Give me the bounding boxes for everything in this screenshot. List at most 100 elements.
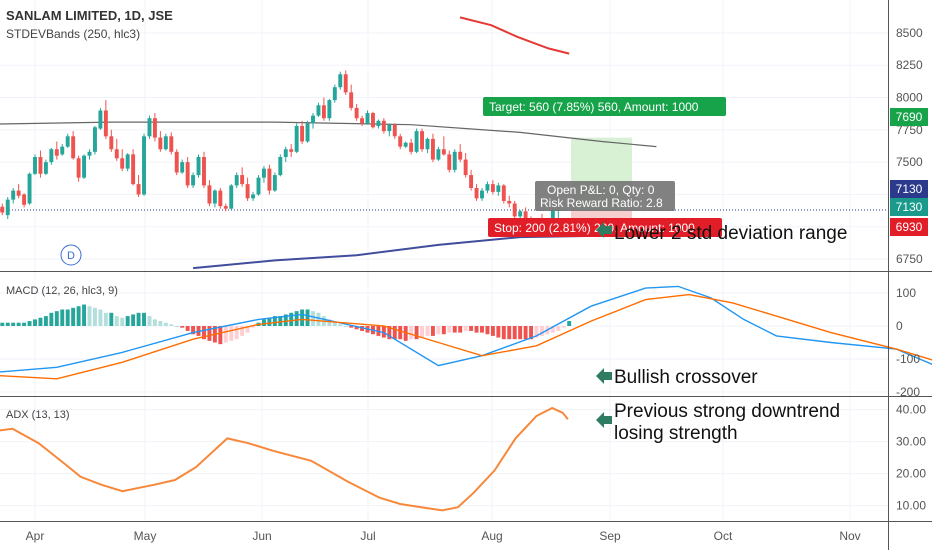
price-tick-label: 8500	[896, 26, 923, 40]
macd-histogram-bar	[158, 321, 163, 326]
candle-body	[0, 206, 5, 213]
macd-histogram-bar	[5, 322, 10, 326]
candle-body	[387, 124, 392, 132]
macd-histogram-bar	[131, 314, 136, 326]
indicator-label[interactable]: STDEVBands (250, hlc3)	[6, 27, 140, 41]
candle-body	[147, 118, 152, 137]
candle-body	[365, 113, 370, 124]
macd-histogram-bar	[430, 326, 435, 336]
macd-histogram-bar	[82, 304, 87, 326]
time-tick-label: Jul	[360, 529, 375, 543]
target-label[interactable]: Target: 560 (7.85%) 560, Amount: 1000	[483, 97, 726, 116]
candle-body	[512, 203, 517, 217]
macd-histogram-bar	[43, 316, 48, 326]
candle-body	[185, 162, 190, 186]
pnl-label[interactable]: Open P&L: 0, Qty: 0 Risk Reward Ratio: 2…	[535, 181, 675, 211]
adx-label[interactable]: ADX (13, 13)	[6, 409, 70, 421]
macd-histogram-bar	[278, 316, 283, 326]
macd-histogram-bar	[202, 326, 206, 340]
candle-body	[22, 194, 27, 205]
macd-histogram-bar	[550, 326, 555, 333]
candle-body	[114, 149, 119, 159]
svg-text:7130: 7130	[896, 182, 923, 196]
macd-histogram-bar	[458, 326, 463, 333]
macd-histogram-bar	[267, 317, 272, 326]
candle-body	[60, 146, 65, 155]
macd-histogram-bar	[207, 326, 212, 341]
annotation-bullish-text: Bullish crossover	[614, 367, 758, 388]
macd-histogram-bar	[507, 326, 512, 340]
macd-histogram-bar	[360, 326, 365, 331]
candle-body	[452, 151, 457, 170]
macd-histogram-bar	[414, 326, 419, 340]
candle-body	[93, 127, 97, 152]
macd-histogram-bar	[38, 317, 43, 326]
candle-body	[376, 120, 381, 126]
candle-body	[136, 184, 141, 195]
axis-labels: AprMayJunJulAugSepOctNov6750700072507500…	[26, 26, 927, 543]
adx-series	[0, 406, 569, 512]
adx-tick-label: 10.00	[896, 499, 926, 513]
candle-body	[430, 138, 435, 160]
macd-histogram-bar	[169, 324, 174, 326]
candle-body	[381, 120, 386, 132]
macd-histogram-bar	[556, 326, 561, 331]
candle-body	[191, 175, 196, 186]
candle-body	[212, 190, 217, 204]
candle-body	[38, 156, 43, 174]
macd-histogram-bar	[0, 322, 5, 326]
time-tick-label: Sep	[599, 529, 621, 543]
macd-histogram-bar	[272, 316, 277, 326]
time-tick-label: Oct	[714, 529, 733, 543]
candle-body	[49, 149, 54, 163]
candle-body	[180, 162, 185, 173]
candle-body	[131, 154, 136, 185]
macd-histogram-bar	[174, 326, 179, 327]
macd-histogram-bar	[152, 319, 157, 326]
candle-body	[283, 149, 288, 157]
candle-body	[332, 87, 337, 101]
price-tick-label: 7500	[896, 155, 923, 169]
macd-histogram-bar	[529, 326, 534, 340]
symbol-title[interactable]: SANLAM LIMITED, 1D, JSE	[6, 8, 173, 23]
macd-histogram-bar	[234, 326, 239, 340]
candle-body	[125, 154, 130, 169]
macd-histogram-bar	[436, 326, 441, 335]
candle-body	[82, 155, 87, 178]
macd-histogram-bar	[103, 312, 108, 326]
macd-label[interactable]: MACD (12, 26, hlc3, 9)	[6, 285, 118, 297]
arrow-left-icon	[596, 222, 612, 238]
macd-histogram-bar	[338, 324, 343, 326]
macd-histogram-bar	[409, 326, 414, 340]
candle-body	[163, 136, 168, 150]
time-tick-label: Jun	[252, 529, 271, 543]
annotation-lower-band[interactable]: Lower 2 std deviation range	[596, 222, 847, 244]
candle-body	[480, 190, 484, 199]
candle-body	[43, 162, 48, 174]
annotation-bullish[interactable]: Bullish crossover	[596, 367, 758, 388]
macd-histogram-bar	[71, 307, 76, 326]
macd-histogram-bar	[327, 319, 332, 326]
macd-histogram-bar	[452, 326, 457, 333]
candle-body	[272, 175, 277, 191]
macd-histogram-bar	[289, 312, 294, 326]
candle-body	[398, 136, 403, 147]
candle-body	[294, 125, 299, 152]
event-marker-icon[interactable]	[60, 244, 82, 266]
annotation-downtrend[interactable]: Previous strong downtrend losing strengt…	[596, 401, 840, 444]
macd-histogram-bar	[294, 311, 299, 326]
macd-histogram-bar	[49, 312, 54, 326]
macd-histogram-bar	[485, 326, 490, 335]
price-tag-target: 7690	[890, 108, 928, 126]
macd-histogram-bar	[469, 326, 474, 331]
macd-histogram-bar	[54, 311, 59, 326]
candle-body	[54, 149, 59, 156]
macd-histogram-bar	[490, 326, 495, 336]
candle-body	[311, 115, 315, 124]
candle-body	[158, 137, 163, 150]
candle-body	[420, 131, 424, 150]
time-tick-label: Apr	[26, 529, 45, 543]
macd-histogram-bar	[283, 314, 288, 326]
